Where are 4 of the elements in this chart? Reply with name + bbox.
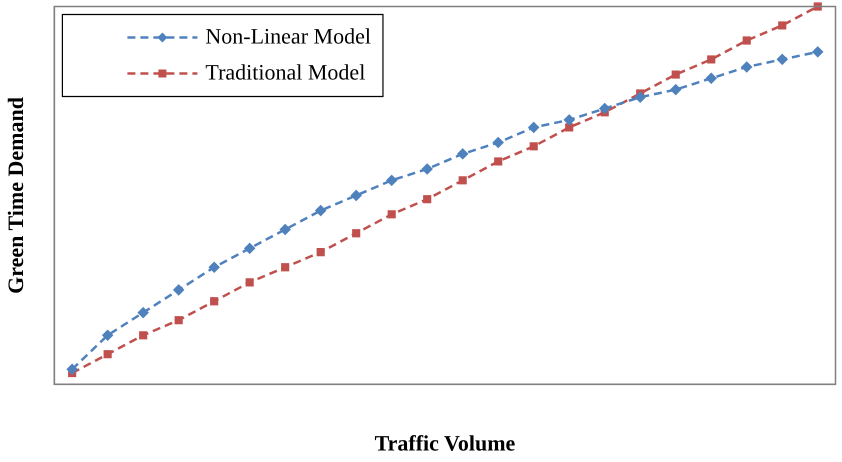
legend-label: Traditional Model [205,59,366,84]
legend-label: Non-Linear Model [205,23,371,48]
y-axis-title: Green Time Demand [2,97,28,294]
x-axis-title: Traffic Volume [374,430,516,456]
